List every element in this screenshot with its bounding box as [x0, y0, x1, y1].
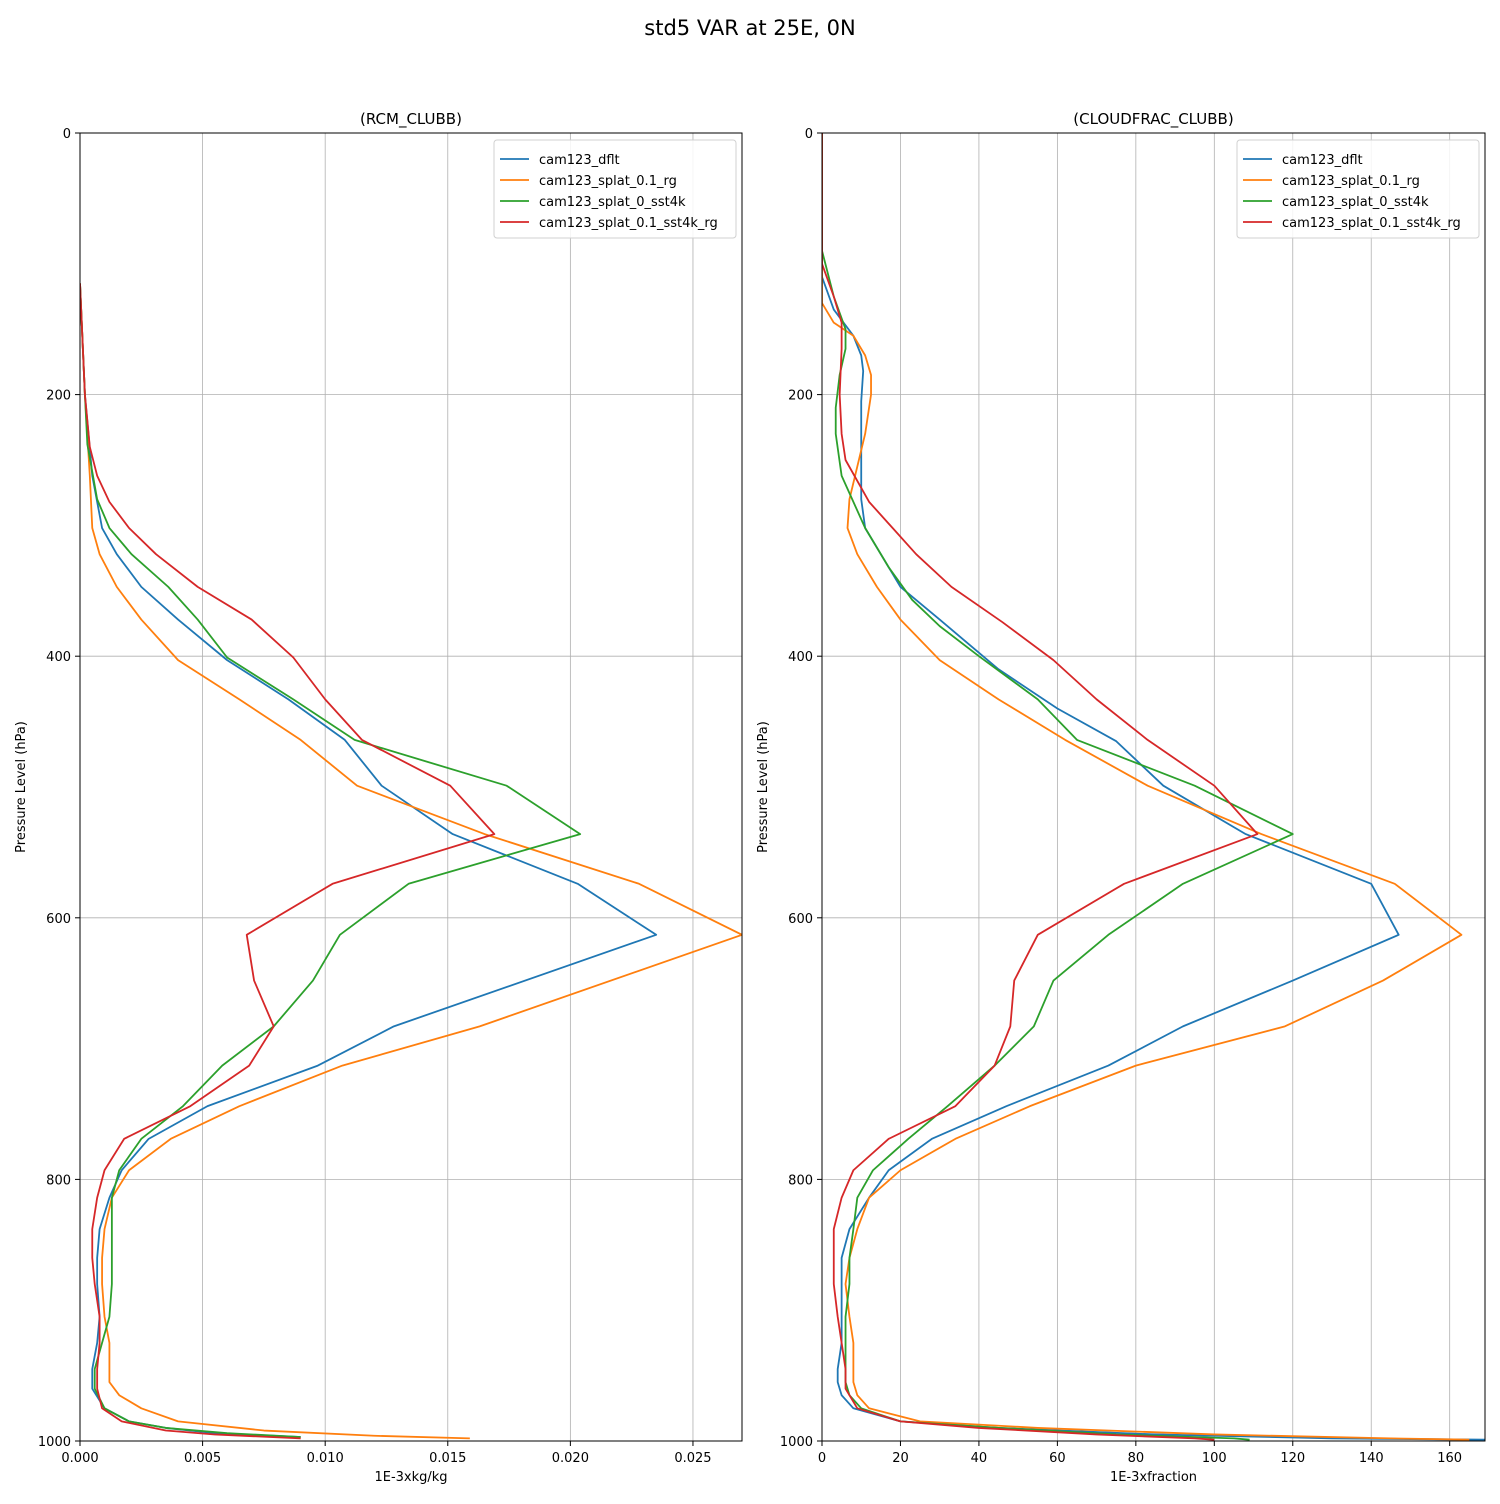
x-tick-label: 40 [971, 1451, 988, 1466]
series-line-2 [80, 283, 742, 1440]
x-tick-label: 0 [818, 1451, 826, 1466]
legend: cam123_dflt cam123_splat_0.1_rg cam123_spl… [493, 139, 737, 239]
x-tick-label: 120 [1280, 1451, 1305, 1466]
y-tick-label: 800 [46, 1173, 71, 1188]
x-tick-label: 0.000 [61, 1451, 98, 1466]
series-line-1 [822, 133, 1485, 1441]
axes-frame [821, 132, 1486, 1442]
y-tick-label: 1000 [38, 1435, 71, 1450]
chart-panel-1: 0.000 0.005 0.010 0.015 0.020 0.025 0 200 400 600… [14, 110, 743, 1485]
x-tick-label: 100 [1202, 1451, 1227, 1466]
x-tick-label: 160 [1437, 1451, 1462, 1466]
x-tick-label: 60 [1049, 1451, 1066, 1466]
x-tick-label: 80 [1128, 1451, 1145, 1466]
y-tick-label: 600 [788, 912, 813, 927]
y-tick-label: 600 [46, 912, 71, 927]
x-tick-label: 0.010 [307, 1451, 344, 1466]
chart-panel-2: 0 20 40 60 80 100 120 140 160 0 200 400 600 800 1000 (C… [756, 110, 1486, 1485]
chart-title: (CLOUDFRAC_CLUBB) [1073, 110, 1233, 129]
plot-area [822, 133, 1485, 1441]
x-tick-label: 0.025 [674, 1451, 711, 1466]
y-axis-label: Pressure Level (hPa) [756, 721, 771, 853]
legend: cam123_dflt cam123_splat_0.1_rg cam123_spl… [1236, 139, 1480, 239]
x-tick-label: 20 [892, 1451, 909, 1466]
axes-frame [79, 132, 743, 1442]
x-axis-label: 1E-3xfraction [1110, 1470, 1197, 1485]
legend-label-2: cam123_splat_0.1_rg [539, 174, 677, 189]
x-tick-label: 140 [1359, 1451, 1384, 1466]
legend-label-3: cam123_splat_0_sst4k [539, 195, 686, 210]
x-tick-label: 0.015 [429, 1451, 466, 1466]
chart-title: (RCM_CLUBB) [360, 110, 462, 129]
x-axis-label: 1E-3xkg/kg [374, 1470, 447, 1485]
legend-label-1: cam123_dflt [539, 153, 620, 168]
y-tick-label: 800 [788, 1173, 813, 1188]
y-tick-label: 0 [63, 127, 71, 142]
legend-label-4: cam123_splat_0.1_sst4k_rg [539, 216, 718, 231]
series-line-4 [822, 133, 1259, 1441]
legend-label-3: cam123_splat_0_sst4k [1282, 195, 1429, 210]
legend-box [1236, 139, 1480, 239]
figure-title: std5 VAR at 25E, 0N [644, 16, 856, 40]
legend-box [493, 139, 737, 239]
series-line-2 [822, 133, 1470, 1441]
series-line-1 [80, 283, 658, 1438]
y-tick-label: 1000 [780, 1435, 813, 1450]
y-tick-label: 400 [46, 650, 71, 665]
x-tick-label: 0.020 [552, 1451, 589, 1466]
legend-label-4: cam123_splat_0.1_sst4k_rg [1282, 216, 1461, 231]
y-tick-label: 200 [788, 389, 813, 404]
legend-label-2: cam123_splat_0.1_rg [1282, 174, 1420, 189]
series-group [822, 133, 1485, 1441]
legend-label-1: cam123_dflt [1282, 153, 1363, 168]
series-line-4 [80, 283, 496, 1440]
y-tick-label: 400 [788, 650, 813, 665]
y-axis-label: Pressure Level (hPa) [14, 721, 29, 853]
series-group [80, 283, 742, 1440]
y-tick-label: 200 [46, 389, 71, 404]
series-line-3 [80, 283, 582, 1438]
x-tick-label: 0.005 [184, 1451, 221, 1466]
y-tick-label: 0 [805, 127, 813, 142]
plot-area [80, 133, 742, 1441]
